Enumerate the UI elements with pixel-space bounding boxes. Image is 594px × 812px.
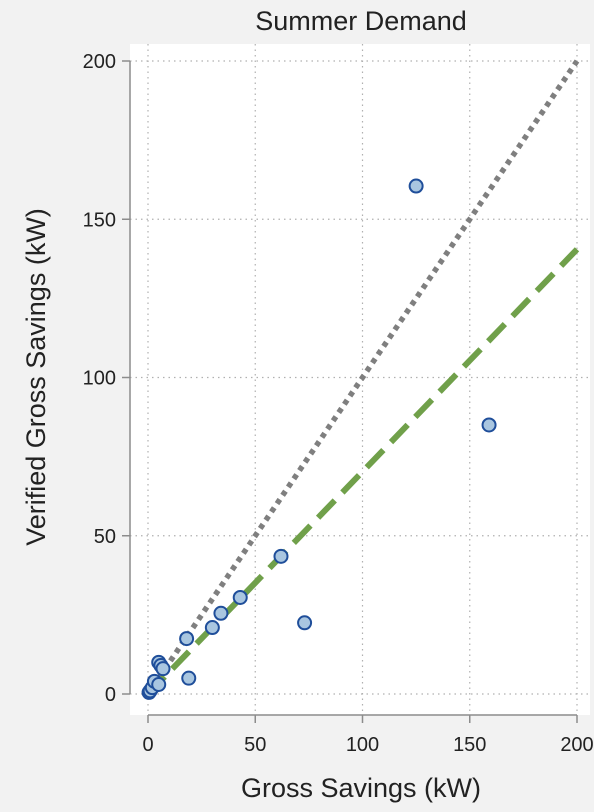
y-tick-label: 100	[83, 368, 116, 390]
scatter-point	[213, 605, 229, 621]
scatter-point	[297, 615, 313, 631]
x-tick-label: 50	[244, 734, 266, 756]
y-tick-label: 200	[83, 51, 116, 73]
y-tick-label: 50	[94, 526, 116, 548]
scatter-point	[151, 677, 167, 693]
y-tick-label: 0	[105, 684, 116, 706]
scatter-point	[273, 548, 289, 564]
x-tick-label: 150	[453, 734, 486, 756]
data-points	[141, 178, 497, 700]
scatter-point	[181, 670, 197, 686]
y-tick-label: 150	[83, 209, 116, 231]
reference-lines	[145, 59, 580, 697]
scatter-point	[179, 631, 195, 647]
axes	[122, 60, 578, 723]
scatter-point	[408, 178, 424, 194]
x-tick-label: 0	[142, 734, 153, 756]
scatter-point	[155, 661, 171, 677]
scatter-point	[204, 620, 220, 636]
scatter-point	[481, 417, 497, 433]
identity-line	[145, 59, 580, 696]
chart-title: Summer Demand	[255, 6, 467, 36]
tick-labels: 0 50 100 150 200 0 50 100 150 200	[83, 51, 594, 756]
x-tick-label: 200	[560, 734, 593, 756]
y-axis-label: Verified Gross Savings (kW)	[21, 208, 51, 546]
scatter-point	[232, 589, 248, 605]
x-axis-label: Gross Savings (kW)	[241, 773, 481, 803]
x-tick-label: 100	[346, 734, 379, 756]
